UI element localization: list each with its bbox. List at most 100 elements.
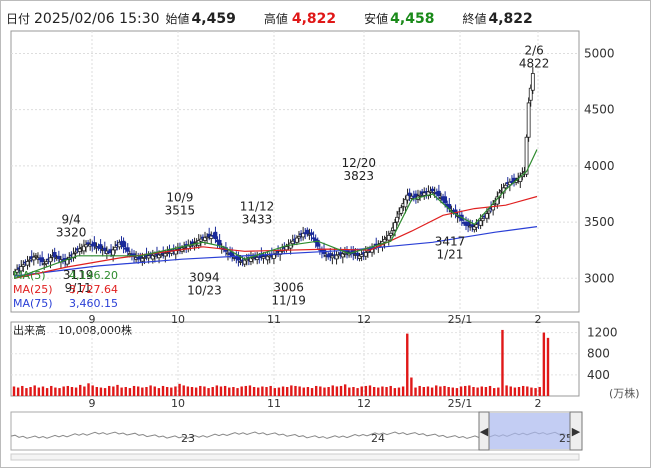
candle-body (328, 253, 333, 257)
close-label: 終値 (462, 12, 487, 26)
candle-body (25, 261, 30, 266)
annotation-date: 11/12 (240, 200, 275, 214)
volume-bar (190, 387, 194, 396)
candle-body (382, 238, 387, 243)
volume-unit-label: (万株) (609, 386, 640, 400)
navigator-left-handle[interactable] (478, 411, 490, 451)
candle-body (261, 256, 266, 259)
volume-subtitle: 10,008,000株 (58, 323, 132, 337)
candle-body (393, 222, 397, 231)
candle-body (526, 102, 531, 138)
low-value: 4,458 (390, 11, 435, 27)
volume-bar (447, 387, 450, 396)
volume-bar (66, 385, 70, 396)
candle-body (388, 232, 393, 236)
candle-body (436, 190, 441, 197)
volume-bar (281, 386, 285, 396)
volume-bar (170, 387, 173, 396)
volume-bar (302, 387, 305, 396)
candle-body (165, 252, 170, 255)
candle-body (92, 242, 97, 247)
candle-body (422, 192, 427, 196)
candle-body (198, 238, 203, 242)
volume-bar (372, 387, 376, 396)
candle-body (315, 239, 320, 247)
candle-body (42, 263, 47, 266)
volume-bar (310, 388, 314, 396)
candle-body (330, 255, 335, 259)
annotation-date: 2/6 (525, 43, 544, 57)
candle-body (152, 254, 157, 257)
navigator-scrollbar[interactable] (10, 453, 580, 461)
volume-x-tick-label: 9 (89, 397, 96, 410)
volume-bar (54, 387, 57, 396)
volume-bar (95, 387, 98, 396)
candle-body (428, 190, 433, 193)
volume-bar (505, 385, 508, 396)
volume-bar (422, 387, 426, 396)
volume-tick-label: 800 (587, 347, 610, 361)
annotation-value: 3433 (242, 213, 273, 227)
candle-body (249, 257, 253, 262)
volume-bar (464, 385, 467, 396)
annotation-value: 3119 (63, 268, 94, 282)
volume-bar (439, 386, 442, 396)
candle-body (311, 237, 316, 240)
candle-body (443, 196, 448, 204)
x-tick-label: 12 (357, 313, 371, 326)
volume-bar (91, 385, 94, 396)
candle-body (405, 194, 410, 201)
volume-x-tick-label: 11 (267, 397, 281, 410)
volume-bar (50, 385, 53, 396)
volume-bar (87, 383, 90, 396)
ma-legend-name: MA(75) (13, 297, 53, 310)
x-tick-label: 25/1 (448, 313, 473, 326)
candle-body (395, 216, 400, 223)
candle-body (386, 234, 391, 241)
volume-bar (356, 388, 359, 396)
volume-bar (62, 386, 65, 396)
navigator-left-handle-icon: ◀ (480, 425, 489, 438)
volume-bar (207, 388, 210, 396)
candle-body (209, 235, 214, 239)
candle-body (466, 221, 470, 227)
volume-bar (79, 384, 82, 396)
volume-bar (116, 384, 119, 396)
volume-bar (108, 385, 111, 396)
candle-body (102, 247, 107, 251)
volume-bar (128, 388, 132, 396)
volume-bar (265, 387, 268, 396)
candle-body (413, 193, 418, 198)
candle-body (98, 244, 103, 250)
candle-body (524, 136, 529, 175)
volume-bar (526, 386, 529, 396)
candle-body (213, 231, 218, 240)
volume-bar (401, 386, 405, 396)
candle-body (478, 220, 483, 226)
navigator-right-handle[interactable] (569, 411, 583, 451)
candle-body (272, 254, 276, 259)
candle-body (163, 252, 168, 257)
navigator-year-label: 24 (371, 432, 385, 445)
volume-bar (157, 388, 161, 396)
candle-body (294, 237, 299, 243)
volume-bar (472, 387, 475, 396)
volume-bar (546, 337, 550, 396)
annotation-date: 9/4 (61, 212, 80, 226)
candle-body (474, 224, 479, 228)
volume-bar (174, 386, 177, 396)
candle-body (503, 184, 508, 189)
navigator-right-handle-icon: ▶ (572, 425, 581, 438)
candle-body (528, 87, 533, 101)
low-label: 安値 (364, 12, 389, 26)
candle-body (290, 240, 295, 245)
volume-bar (186, 386, 190, 396)
close-value: 4,822 (488, 11, 533, 27)
candle-body (121, 240, 126, 248)
volume-bar (120, 387, 123, 396)
candle-body (207, 233, 212, 237)
volume-bar (199, 385, 202, 396)
navigator-selection[interactable] (487, 413, 570, 449)
